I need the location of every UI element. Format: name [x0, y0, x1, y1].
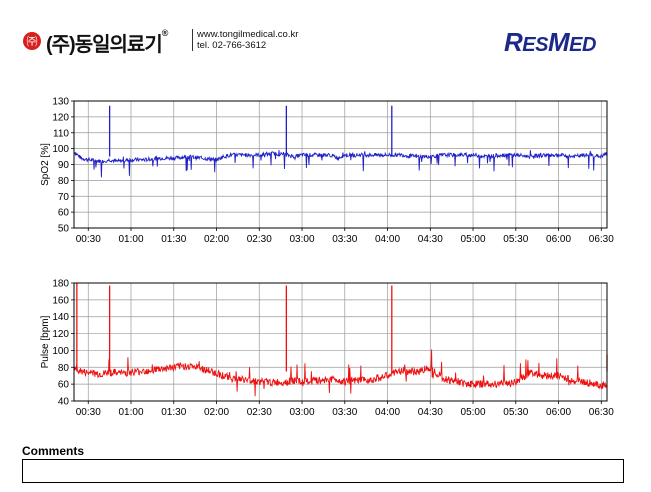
y-tick-label: 100 [52, 144, 69, 155]
x-tick-label: 04:30 [418, 234, 443, 245]
x-tick-label: 06:00 [546, 407, 571, 418]
y-tick-label: 80 [58, 363, 70, 374]
chart-panel: 40 60 80 100 120 140 160 180 00:30 01:00 01:30 02:0… [40, 279, 614, 419]
y-tick-label: 80 [58, 176, 70, 187]
x-tick-label: 02:00 [204, 407, 229, 418]
x-tick-label: 01:30 [161, 407, 186, 418]
x-tick-label: 01:00 [118, 234, 143, 245]
x-tick-label: 03:30 [332, 407, 357, 418]
plot-border [73, 100, 608, 229]
x-tick-label: 05:00 [461, 234, 486, 245]
x-tick-label: 06:00 [546, 234, 571, 245]
website-link[interactable]: www.tongilmedical.co.kr [197, 29, 299, 40]
logo-symbol: ㈜ [27, 35, 38, 48]
x-tick-label: 02:30 [247, 407, 272, 418]
phone-number: tel. 02-766-3612 [197, 40, 267, 51]
x-tick-label: 05:00 [461, 407, 486, 418]
x-tick-label: 02:30 [247, 234, 272, 245]
chart-panel: 50 60 70 80 90 100 110 120 130 00:30 01:00 01:30 02:… [40, 97, 614, 246]
y-tick-label: 70 [58, 192, 70, 203]
resmed-logo: RESMED [504, 27, 596, 57]
x-tick-label: 04:30 [418, 407, 443, 418]
x-tick-label: 02:00 [204, 234, 229, 245]
x-tick-label: 03:00 [290, 407, 315, 418]
x-tick-label: 01:00 [118, 407, 143, 418]
x-tick-label: 00:30 [76, 407, 101, 418]
y-tick-label: 40 [58, 397, 70, 408]
x-tick-label: 00:30 [76, 234, 101, 245]
contact-block: www.tongilmedical.co.kr tel. 02-766-3612 [197, 29, 298, 51]
x-tick-label: 05:30 [503, 234, 528, 245]
y-axis-label: SpO2 [%] [40, 143, 51, 186]
registered-mark: ® [161, 28, 169, 38]
y-tick-label: 140 [52, 312, 69, 323]
x-tick-label: 04:00 [375, 234, 400, 245]
x-tick-label: 03:00 [290, 234, 315, 245]
y-tick-label: 50 [58, 224, 70, 235]
y-tick-label: 120 [52, 329, 69, 340]
series-line [73, 150, 608, 178]
y-axis-label: Pulse [bpm] [40, 315, 51, 368]
plot-area [74, 283, 607, 401]
y-tick-label: 180 [52, 279, 69, 290]
y-tick-label: 60 [58, 380, 70, 391]
x-tick-label: 05:30 [503, 407, 528, 418]
y-tick-label: 160 [52, 295, 69, 306]
header-divider [192, 29, 193, 51]
y-tick-label: 100 [52, 346, 69, 357]
company-name-text: (주)동일의료기 [46, 34, 163, 56]
header-logo-mark: ㈜ [23, 32, 41, 50]
x-tick-label: 04:00 [375, 407, 400, 418]
company-name: (주)동일의료기® [46, 28, 169, 57]
x-tick-label: 06:30 [589, 234, 614, 245]
comments-field[interactable] [22, 459, 624, 483]
logo-circle [23, 32, 41, 50]
series-line [73, 349, 608, 397]
comments-label: Comments [22, 444, 85, 458]
oximetry-charts: 50 60 70 80 90 100 110 120 130 00:30 01:00 01:30 02:… [40, 97, 614, 419]
y-tick-label: 120 [52, 112, 69, 123]
y-tick-label: 130 [52, 97, 69, 108]
y-tick-label: 90 [58, 160, 70, 171]
plot-border [73, 282, 608, 402]
x-tick-label: 03:30 [332, 234, 357, 245]
x-tick-label: 01:30 [161, 234, 186, 245]
y-tick-label: 60 [58, 208, 70, 219]
x-tick-label: 06:30 [589, 407, 614, 418]
y-tick-label: 110 [53, 128, 69, 139]
